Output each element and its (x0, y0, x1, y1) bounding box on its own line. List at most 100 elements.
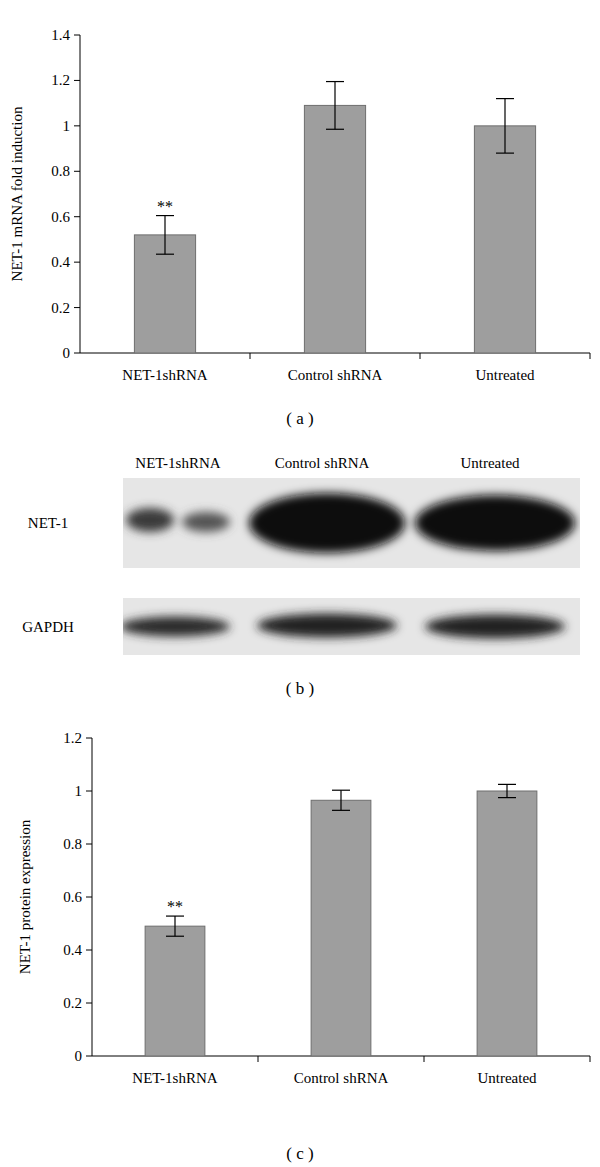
band (249, 493, 405, 553)
band (257, 614, 397, 638)
y-tick-label: 1.4 (51, 27, 70, 43)
band (123, 617, 230, 637)
y-tick-label: 0.2 (63, 995, 82, 1011)
y-tick-label: 1.2 (63, 730, 82, 746)
y-tick-label: 0.6 (51, 209, 70, 225)
y-tick-label: 1 (63, 118, 71, 134)
error-cap (156, 215, 174, 216)
panel-label: ( a ) (286, 409, 313, 428)
error-cap (496, 153, 514, 154)
error-line (506, 784, 507, 797)
error-cap (332, 790, 350, 791)
significance: ** (157, 198, 173, 215)
y-tick-label: 0.2 (51, 300, 70, 316)
row-label: GAPDH (22, 619, 74, 635)
error-cap (166, 915, 184, 916)
bar (474, 126, 535, 353)
bands (126, 493, 575, 553)
error-cap (326, 129, 344, 130)
blot: NET-1shRNA Control shRNA Untreated NET-1 GAP… (22, 455, 580, 698)
significance: ** (167, 898, 183, 915)
x-tick-label: Untreated (477, 1070, 537, 1086)
bar (477, 791, 537, 1056)
y-tick-label: 0 (63, 345, 71, 361)
row-label: NET-1 (28, 515, 68, 531)
bands (123, 614, 565, 639)
error-bar (156, 216, 174, 255)
error-line (174, 916, 175, 936)
band (415, 495, 575, 551)
band (425, 615, 565, 639)
bars (134, 82, 535, 353)
y-tick (74, 35, 80, 36)
blot-row (120, 598, 580, 655)
blot-row (123, 478, 580, 568)
x-tick (250, 353, 251, 359)
bar (311, 800, 371, 1056)
panel-label: ( c ) (286, 1144, 313, 1163)
y-tick-label: 0 (75, 1048, 83, 1064)
bar-chart: 0 0.2 0.4 0.6 0.8 1 1.2 1.4 NET-1 mRNA fold indu… (9, 27, 590, 428)
x-tick (424, 1056, 425, 1062)
bar (304, 105, 365, 353)
error-cap (498, 797, 516, 798)
x-tick (590, 1056, 591, 1062)
lane-label: Control shRNA (275, 455, 370, 471)
figure: 0 0.2 0.4 0.6 0.8 1 1.2 1.4 NET-1 mRNA fold indu… (0, 0, 600, 1167)
x-tick-label: Untreated (475, 367, 535, 383)
error-bar (326, 82, 344, 130)
bars (145, 784, 537, 1056)
y-tick (86, 738, 92, 739)
y-tick (74, 262, 80, 263)
y-tick-label: 0.4 (63, 942, 82, 958)
y-tick (86, 897, 92, 898)
error-bar (166, 916, 184, 936)
x-tick (258, 1056, 259, 1062)
y-tick (74, 80, 80, 81)
y-axis (80, 35, 81, 353)
y-tick (86, 791, 92, 792)
y-axis-label: NET-1 protein expression (17, 819, 33, 974)
lane-label: NET-1shRNA (135, 455, 220, 471)
x-tick-label: Control shRNA (288, 367, 383, 383)
figure-svg: 0 0.2 0.4 0.6 0.8 1 1.2 1.4 NET-1 mRNA fold indu… (0, 0, 600, 1167)
y-tick (86, 950, 92, 951)
error-line (334, 82, 335, 130)
y-tick-label: 0.4 (51, 254, 70, 270)
x-tick (590, 353, 591, 359)
band (182, 512, 230, 532)
band (126, 508, 174, 532)
bar-chart: 0 0.2 0.4 0.6 0.8 1 1.2 NET-1 protein expressio… (17, 730, 590, 1163)
x-tick-label: Control shRNA (294, 1070, 389, 1086)
membrane (123, 478, 580, 568)
y-tick (74, 125, 80, 126)
error-cap (332, 810, 350, 811)
y-tick-label: 0.8 (63, 836, 82, 852)
y-tick-label: 0.6 (63, 889, 82, 905)
error-cap (156, 254, 174, 255)
y-tick (86, 1056, 92, 1057)
y-tick (86, 844, 92, 845)
error-bar (332, 790, 350, 810)
error-bar (496, 99, 514, 154)
y-axis (92, 738, 93, 1056)
error-line (340, 790, 341, 810)
panel-label: ( b ) (286, 679, 314, 698)
error-cap (326, 81, 344, 82)
y-tick-label: 0.8 (51, 163, 70, 179)
y-tick-label: 1.2 (51, 72, 70, 88)
error-bar (498, 784, 516, 797)
y-tick (86, 1003, 92, 1004)
y-tick-label: 1 (75, 783, 83, 799)
y-tick (74, 216, 80, 217)
error-cap (166, 936, 184, 937)
x-tick (420, 353, 421, 359)
error-line (164, 216, 165, 255)
y-tick (74, 307, 80, 308)
y-tick (74, 171, 80, 172)
lane-label: Untreated (460, 455, 520, 471)
error-cap (498, 784, 516, 785)
bar (145, 926, 205, 1056)
y-axis-label: NET-1 mRNA fold induction (9, 106, 25, 281)
error-line (504, 99, 505, 154)
